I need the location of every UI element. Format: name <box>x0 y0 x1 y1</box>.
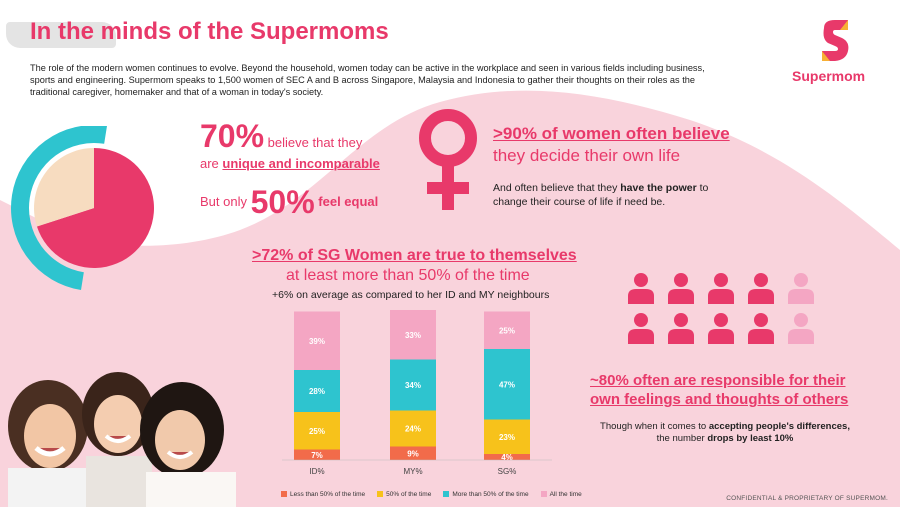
stat-80-body: Though when it comes to accepting people… <box>590 421 860 445</box>
bar-MY%-series-1 <box>390 410 436 447</box>
stat-50-value: 50% <box>250 184 315 220</box>
stat-70-value: 70% <box>200 118 265 154</box>
bar-label-SG%-series-0: 4% <box>501 453 513 462</box>
stat-72-headline-bold: >72% of SG Women are true to themselves <box>252 247 577 264</box>
legend-item-1: 50% of the time <box>377 491 431 498</box>
person-icon <box>708 313 734 344</box>
legend-swatch-0 <box>281 491 287 497</box>
supermom-logo-icon <box>822 20 849 61</box>
x-tick-label-2: SG% <box>498 467 517 476</box>
stat-80-body2: the number <box>656 433 705 444</box>
person-icon <box>748 273 774 304</box>
bar-SG%-series-0 <box>484 454 530 460</box>
legend-label-3: All the time <box>549 490 582 498</box>
legend-swatch-3 <box>540 491 547 497</box>
pie-outer-ring <box>11 126 107 290</box>
bar-SG%-series-1 <box>484 419 530 454</box>
bar-MY%-series-2 <box>390 359 436 411</box>
pie-slice-0 <box>36 148 154 268</box>
stat-72-headline-rest: at least more than 50% of the time <box>286 267 530 284</box>
stat-90-body-emph: have the power <box>620 182 697 194</box>
legend-swatch-1 <box>377 491 384 497</box>
bar-label-ID%-series-2: 28% <box>309 387 325 396</box>
legend-item-2: More than 50% of the time <box>443 490 529 498</box>
bar-label-ID%-series-0: 7% <box>311 451 323 460</box>
stat-80-body-emph2: drops by least 10% <box>707 433 794 444</box>
bar-label-SG%-series-1: 23% <box>499 433 515 442</box>
person-icon <box>628 313 654 344</box>
stat-90-headline-bold: >90% of women often believe <box>493 124 730 143</box>
legend-label-2: More than 50% of the time <box>452 490 529 498</box>
person-icon <box>788 313 814 344</box>
bar-SG%-series-2 <box>484 349 530 420</box>
chart-legend: Less than 50% of the time 50% of the time… <box>281 484 594 502</box>
stat-80-headline: ~80% often are responsible for their own… <box>590 371 848 409</box>
bar-ID%-series-1 <box>294 412 340 450</box>
legend-label-1: 50% of the time <box>386 490 432 498</box>
female-symbol-icon <box>419 109 477 210</box>
x-tick-label-0: ID% <box>309 467 324 476</box>
page-title: In the minds of the Supermoms <box>30 18 389 45</box>
bar-SG%-series-3 <box>484 311 530 349</box>
bar-label-SG%-series-3: 25% <box>499 326 515 335</box>
confidential-notice: CONFIDENTIAL & PROPRIETARY OF SUPERMOM. <box>726 495 888 502</box>
bar-label-MY%-series-0: 9% <box>407 449 419 458</box>
stat-70-line1: 70% believe that they <box>200 118 362 155</box>
stat-70-emphasis: unique and incomparable <box>222 156 380 171</box>
stat-70-line2: are unique and incomparable <box>200 156 380 171</box>
stat-70-text1: believe that they <box>267 135 363 150</box>
person-icon <box>788 273 814 304</box>
pie-slice-1 <box>33 148 94 227</box>
bar-ID%-series-2 <box>294 370 340 412</box>
person-icon <box>708 273 734 304</box>
person-icon <box>628 273 654 304</box>
stat-80-headline1: ~80% often are responsible for their <box>590 372 846 389</box>
stat-90-headline: >90% of women often believe they decide … <box>493 123 730 167</box>
stat-90-body1: And often believe that they <box>493 182 618 194</box>
stat-80-body-emph1: accepting people's differences, <box>708 421 850 432</box>
stat-50-line: But only 50% feel equal <box>200 184 378 221</box>
person-icon <box>668 313 694 344</box>
stat-72-subtext: +6% on average as compared to her ID and… <box>272 289 550 301</box>
legend-label-0: Less than 50% of the time <box>290 490 366 498</box>
legend-swatch-2 <box>443 491 450 497</box>
person-icon <box>668 273 694 304</box>
stat-70-text2: are <box>200 156 219 171</box>
x-tick-label-1: MY% <box>403 467 422 476</box>
unique-pie-chart <box>11 126 154 290</box>
women-photo <box>8 372 236 507</box>
bar-ID%-series-3 <box>294 311 340 370</box>
bar-label-SG%-series-2: 47% <box>499 380 515 389</box>
bar-MY%-series-3 <box>390 310 436 360</box>
legend-item-3: All the time <box>540 490 582 498</box>
stat-80-headline2: own feelings and thoughts of others <box>590 391 849 408</box>
bar-MY%-series-0 <box>390 446 436 460</box>
bar-ID%-series-0 <box>294 449 340 460</box>
stat-50-text4: feel equal <box>318 194 379 209</box>
bar-label-MY%-series-2: 34% <box>405 381 421 390</box>
intro-paragraph: The role of the modern women continues t… <box>30 63 705 97</box>
bar-label-MY%-series-1: 24% <box>405 425 421 434</box>
bar-label-ID%-series-3: 39% <box>309 337 325 346</box>
bar-label-MY%-series-3: 33% <box>405 331 421 340</box>
legend-item-0: Less than 50% of the time <box>281 491 365 498</box>
stat-90-body2: to change their course of life if need b… <box>493 182 709 208</box>
title-brush-stroke <box>6 22 116 48</box>
stat-50-text3: But only <box>200 194 247 209</box>
stacked-bar-chart: 7% 25% 28% 39% ID% 9% 24% 34% 33% MY% 4% 23% 47% 25% S… <box>282 310 552 476</box>
stat-72-headline: >72% of SG Women are true to themselves … <box>252 246 577 286</box>
stat-90-body: And often believe that they have the pow… <box>493 181 743 209</box>
person-icon <box>748 313 774 344</box>
stat-90-headline-rest: they decide their own life <box>493 146 681 165</box>
stat-80-body1: Though when it comes to <box>600 421 707 432</box>
brand-name: Supermom <box>792 68 866 84</box>
bar-label-ID%-series-1: 25% <box>309 427 325 436</box>
